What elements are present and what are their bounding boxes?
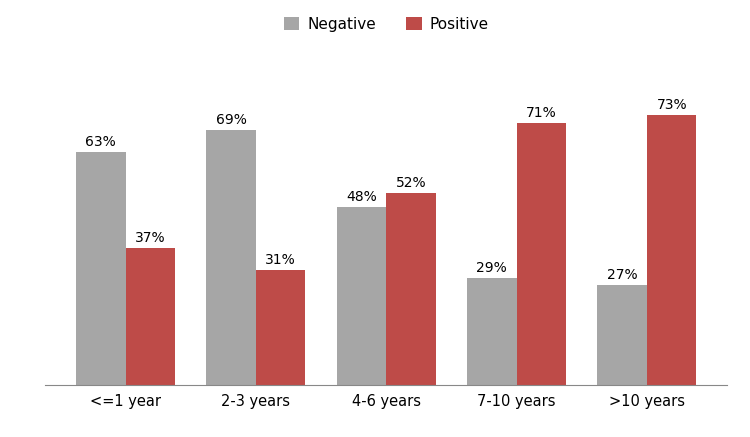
Text: 71%: 71% bbox=[526, 106, 556, 120]
Text: 63%: 63% bbox=[86, 135, 116, 149]
Bar bbox=[256, 270, 305, 385]
Text: 31%: 31% bbox=[266, 253, 296, 267]
Bar bbox=[467, 277, 517, 385]
Legend: Negative, Positive: Negative, Positive bbox=[278, 11, 494, 38]
Bar bbox=[517, 122, 566, 385]
Bar bbox=[125, 248, 175, 385]
Bar bbox=[206, 130, 256, 385]
Text: 29%: 29% bbox=[476, 260, 507, 274]
Text: 37%: 37% bbox=[135, 231, 166, 245]
Text: 73%: 73% bbox=[656, 98, 687, 112]
Text: 69%: 69% bbox=[216, 113, 247, 127]
Bar bbox=[76, 152, 125, 385]
Bar bbox=[386, 193, 436, 385]
Bar bbox=[598, 285, 647, 385]
Text: 52%: 52% bbox=[396, 176, 426, 190]
Text: 27%: 27% bbox=[607, 268, 638, 282]
Bar bbox=[337, 208, 386, 385]
Bar bbox=[647, 115, 697, 385]
Text: 48%: 48% bbox=[346, 191, 376, 205]
